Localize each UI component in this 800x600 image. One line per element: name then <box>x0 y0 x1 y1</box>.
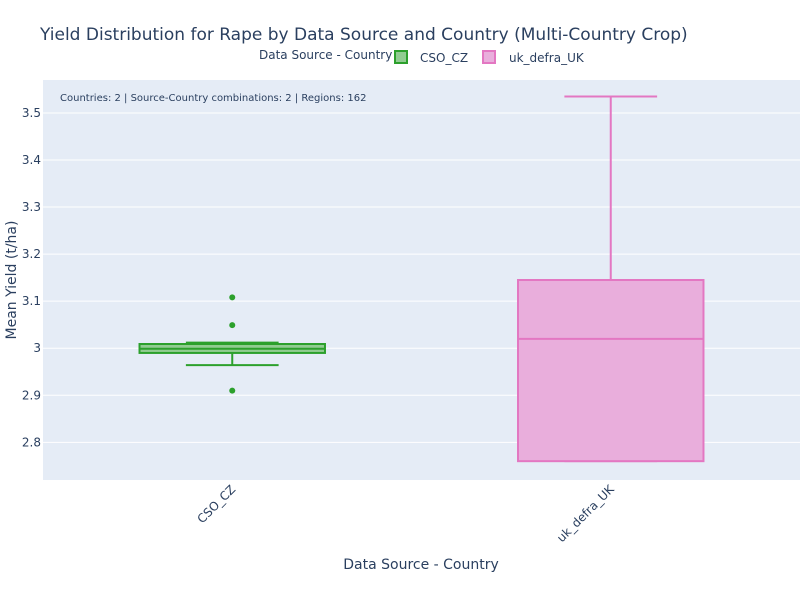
x-axis-title: Data Source - Country <box>343 557 499 573</box>
y-tick-label: 2.8 <box>22 435 41 449</box>
legend-label-cso-cz: CSO_CZ <box>420 51 468 65</box>
legend-label-uk-defra-uk: uk_defra_UK <box>509 51 585 65</box>
annotation-box: Countries: 2 | Source-Country combinatio… <box>56 88 366 106</box>
y-tick-label: 3.5 <box>22 106 41 120</box>
annotation-text: Countries: 2 | Source-Country combinatio… <box>60 93 366 104</box>
legend-swatch-uk-defra-uk <box>482 50 496 64</box>
legend-title: Data Source - Country <box>259 48 392 62</box>
outlier-point[interactable] <box>229 387 236 394</box>
y-tick-label: 2.9 <box>22 388 41 402</box>
y-axis-ticks: 2.8 2.9 3 3.1 3.2 3.3 3.4 3.5 <box>22 106 41 449</box>
y-tick-label: 3.3 <box>22 200 41 214</box>
chart-title[interactable]: Yield Distribution for Rape by Data Sour… <box>39 25 688 45</box>
y-tick-label: 3.2 <box>22 247 41 261</box>
legend: Data Source - Country CSO_CZ uk_defra_UK <box>259 48 585 65</box>
y-axis-title: Mean Yield (t/ha) <box>4 221 20 340</box>
outlier-point[interactable] <box>229 294 236 301</box>
box-uk-defra-uk[interactable] <box>517 95 705 463</box>
box-iqr[interactable] <box>517 279 705 463</box>
annotation-background <box>56 88 349 106</box>
legend-swatch-cso-cz <box>394 50 408 64</box>
box-cso-cz[interactable] <box>138 294 326 394</box>
y-tick-label: 3.1 <box>22 294 41 308</box>
legend-item-cso-cz[interactable]: CSO_CZ <box>394 50 468 65</box>
y-tick-label: 3.4 <box>22 153 41 167</box>
box-series <box>138 95 705 463</box>
legend-item-uk-defra-uk[interactable]: uk_defra_UK <box>482 50 585 65</box>
outlier-point[interactable] <box>229 322 236 329</box>
y-tick-label: 3 <box>33 341 41 355</box>
